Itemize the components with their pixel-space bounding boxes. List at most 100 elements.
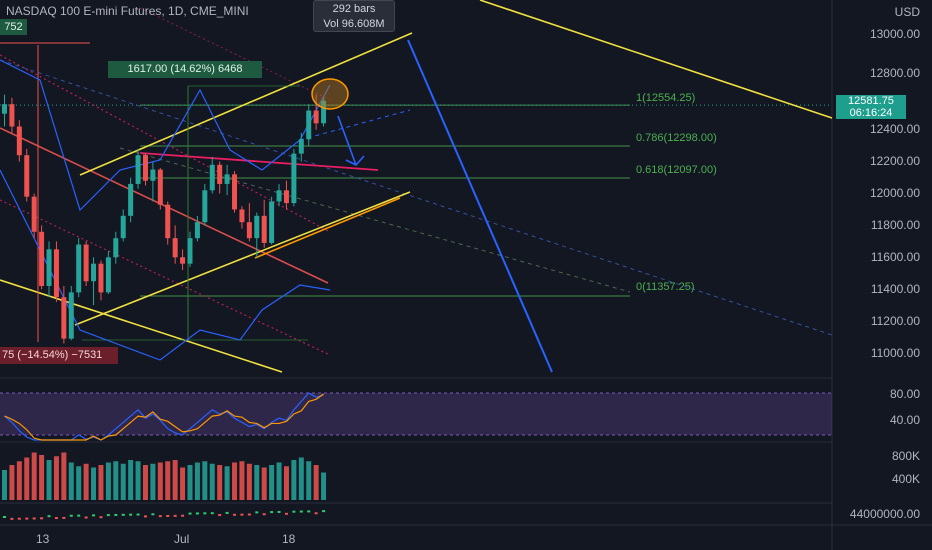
obv-dot (233, 513, 237, 516)
obv-dot (203, 512, 207, 515)
candle-body (31, 196, 37, 232)
candle-body (254, 215, 260, 239)
volume-bar (217, 465, 223, 500)
obv-dot (32, 517, 36, 520)
orange-support-line (254, 197, 401, 259)
price-tick: 12800.00 (869, 66, 920, 80)
obv-dot (62, 516, 66, 519)
volume-bar (202, 461, 208, 500)
candle-body (276, 190, 282, 202)
candle-body (142, 155, 148, 181)
volume-bar (157, 462, 163, 500)
candle-body (239, 209, 245, 223)
candle-body (61, 297, 67, 339)
volume-bar (254, 465, 260, 500)
bollinger-upper (0, 59, 331, 212)
volume-tick: 800K (891, 449, 920, 463)
bollinger-lower (0, 169, 331, 361)
currency-label: USD (894, 5, 920, 19)
candle-body (83, 244, 89, 282)
volume-bar (2, 470, 7, 500)
short-dashed-trend (299, 109, 411, 141)
volume-bar (180, 467, 186, 500)
volume-bar (142, 465, 148, 500)
candle-body (180, 257, 186, 264)
symbol-title: NASDAQ 100 E-mini Futures, 1D, CME_MINI (6, 4, 249, 18)
candle-body (128, 183, 134, 216)
obv-dot (10, 517, 14, 520)
obv-dot (143, 515, 147, 518)
obv-dot (54, 517, 58, 520)
volume-bar (239, 461, 245, 500)
yellow-channel-upper (79, 32, 413, 176)
candle-body (53, 249, 59, 298)
volume-bar (39, 455, 45, 500)
candle-body (194, 222, 200, 239)
volume-bar (68, 462, 74, 500)
yellow-channel-lower (74, 191, 411, 326)
obv-dot (106, 514, 110, 517)
bar-countdown: 06:16:24 (849, 107, 893, 119)
volume-bar (224, 466, 230, 500)
candle-body (24, 155, 30, 197)
candle-body (120, 215, 126, 239)
obv-dot (255, 511, 259, 514)
volume-bar (91, 467, 97, 500)
obv-dot (188, 512, 192, 515)
volume-bar (261, 467, 267, 500)
obv-dot (121, 513, 125, 516)
obv-dot (158, 515, 162, 518)
price-tick: 12000.00 (869, 186, 920, 200)
candle-body (91, 263, 97, 282)
candle-body (172, 238, 178, 258)
candle-body (306, 110, 312, 140)
candle-body (2, 104, 7, 114)
obv-dot (17, 517, 21, 520)
volume-bar (31, 452, 37, 500)
volume-bar (61, 452, 67, 500)
obv-dot (166, 515, 170, 517)
down-channel-mid (0, 127, 329, 284)
candle-body (16, 126, 22, 156)
partial-measure-label: 752 (0, 19, 27, 35)
measure-down-label: 75 (−14.54%) −7531 (0, 347, 118, 364)
down-channel-lower (0, 199, 331, 356)
obv-dot (314, 512, 318, 515)
obv-dot (322, 510, 326, 513)
volume-bar (46, 460, 52, 500)
candle-body (150, 169, 156, 181)
volume-bar (313, 465, 319, 500)
obv-dot (3, 516, 6, 518)
volume-bar (194, 462, 200, 500)
volume-bar (187, 465, 193, 500)
volume-bar (9, 465, 15, 500)
candle-body (39, 231, 45, 287)
volume-bar (128, 460, 134, 500)
candle-body (105, 257, 111, 293)
obv-dot (299, 510, 303, 513)
obv-dot (210, 512, 214, 515)
obv-dot (181, 514, 185, 517)
candle-body (298, 139, 304, 154)
candle-body (313, 110, 319, 124)
fib-label: 0.786(12298.00) (636, 132, 717, 144)
volume-bar (291, 460, 297, 500)
time-tick: 13 (36, 532, 50, 546)
price-tick: 12200.00 (869, 154, 920, 168)
obv-dot (262, 513, 266, 516)
time-tick: Jul (174, 532, 190, 546)
candle-body (113, 238, 119, 258)
rsi-band (0, 393, 832, 435)
rsi-tick: 40.00 (889, 413, 920, 427)
volume-bar (76, 466, 82, 500)
obv-dot (195, 512, 199, 515)
fib-label: 0.618(12097.00) (636, 164, 717, 176)
obv-dot (225, 511, 229, 514)
volume-bar (16, 461, 22, 500)
projection-line (407, 39, 553, 373)
volume-bar (113, 461, 119, 500)
candle-body (157, 169, 163, 205)
volume-bar (321, 472, 327, 500)
candle-body (283, 190, 289, 204)
